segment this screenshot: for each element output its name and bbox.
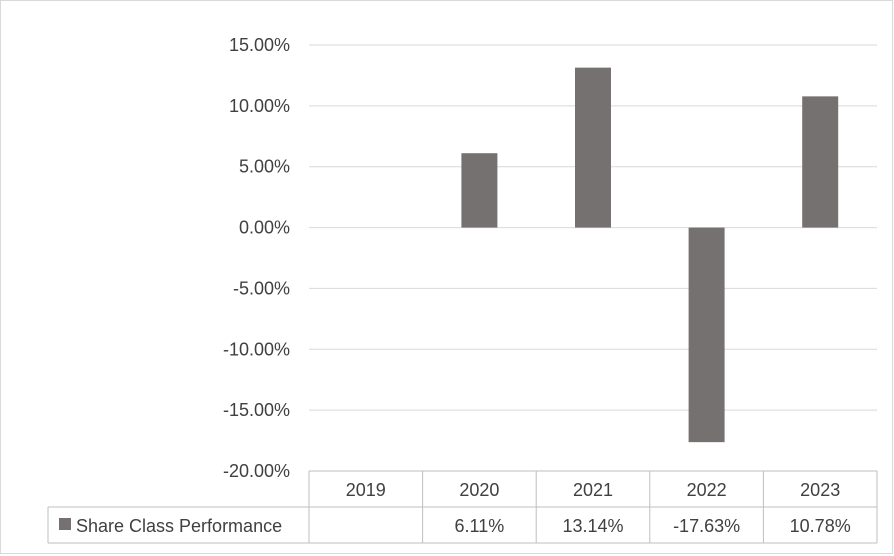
y-tick-label: 0.00% <box>239 218 290 238</box>
y-tick-label: -20.00% <box>223 461 290 481</box>
bar-2023 <box>802 96 839 228</box>
y-tick-label: -10.00% <box>223 339 290 359</box>
bar-2021 <box>575 67 611 228</box>
data-label: 13.14% <box>562 516 623 536</box>
x-category-label: 2020 <box>459 480 499 500</box>
y-tick-label: -5.00% <box>233 278 290 298</box>
data-label: -17.63% <box>673 516 740 536</box>
y-tick-label: 10.00% <box>229 96 290 116</box>
y-tick-label: 15.00% <box>229 35 290 55</box>
legend-key <box>59 518 71 530</box>
y-tick-label: -15.00% <box>223 400 290 420</box>
y-tick-label: 5.00% <box>239 157 290 177</box>
x-category-label: 2019 <box>346 480 386 500</box>
bar-2020 <box>461 153 498 228</box>
data-label: 6.11% <box>455 516 505 536</box>
data-label: 10.78% <box>790 516 851 536</box>
x-category-label: 2022 <box>687 480 727 500</box>
series-name: Share Class Performance <box>76 516 282 536</box>
x-category-label: 2023 <box>800 480 840 500</box>
x-category-label: 2021 <box>573 480 613 500</box>
bar-2022 <box>688 227 725 443</box>
